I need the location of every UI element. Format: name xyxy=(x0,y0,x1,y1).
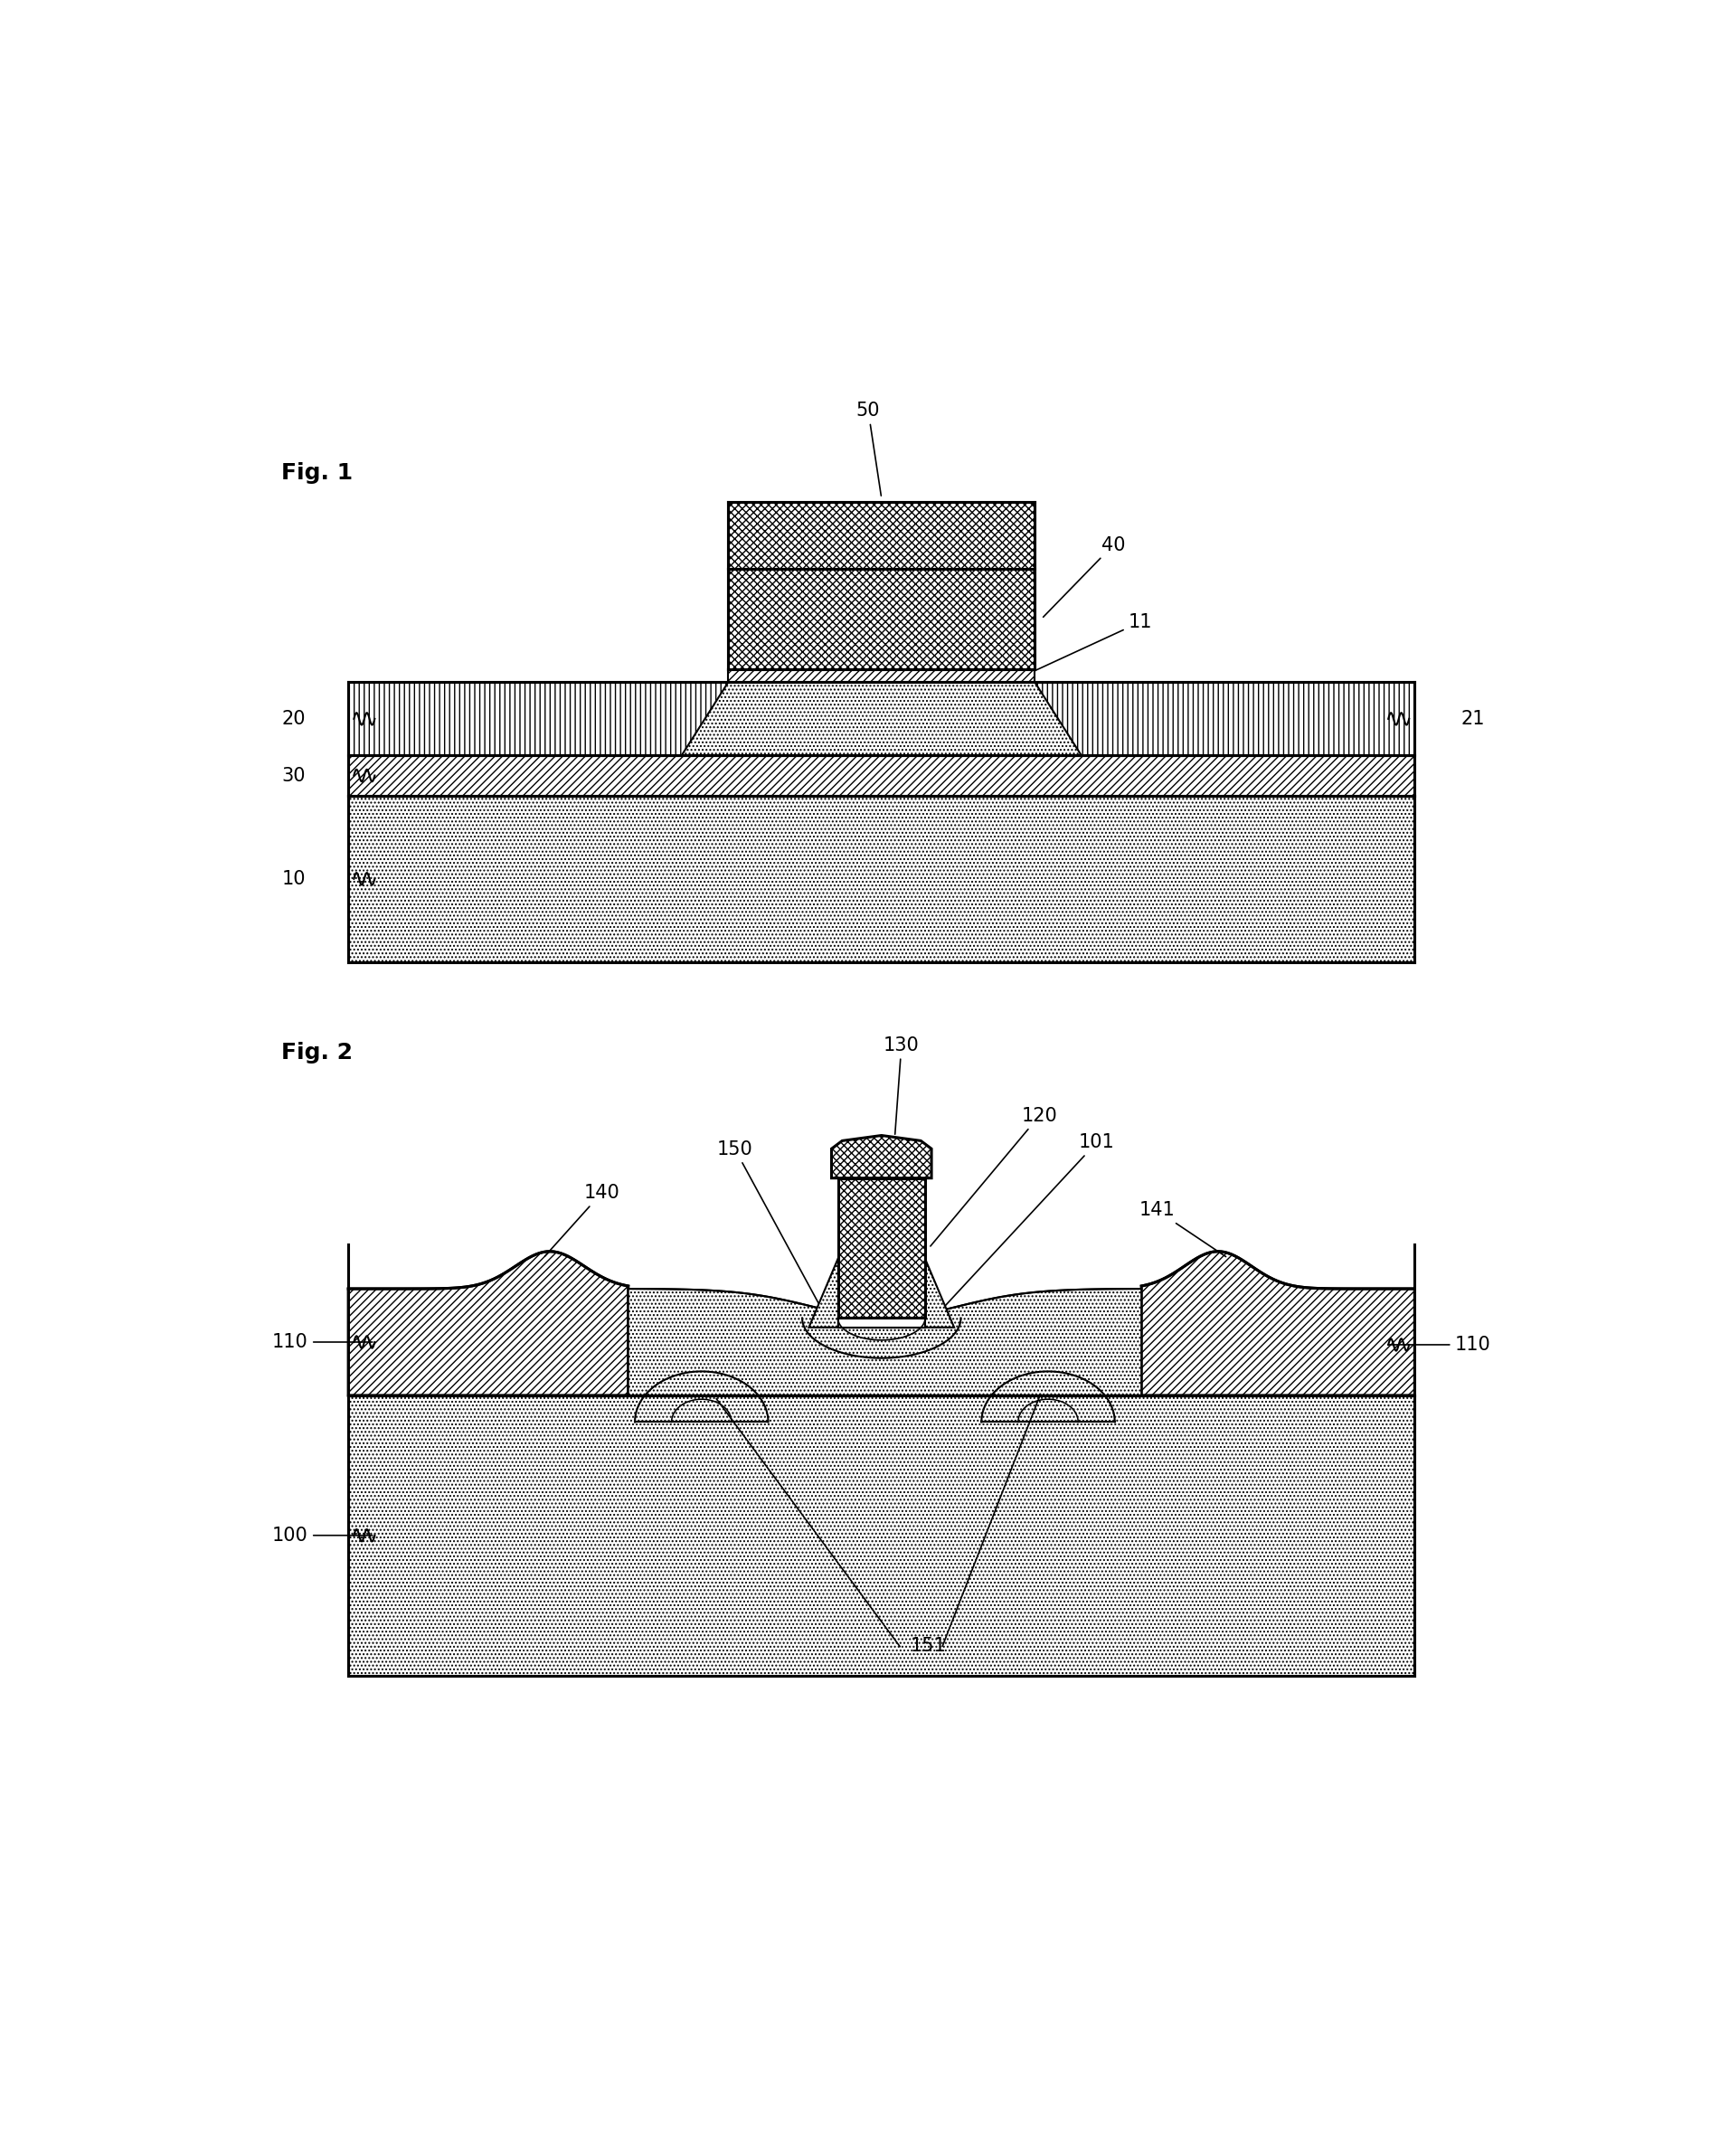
Bar xyxy=(838,1177,925,1317)
Polygon shape xyxy=(1142,1250,1414,1395)
Bar xyxy=(347,796,1414,962)
Bar xyxy=(728,502,1035,569)
Text: 10: 10 xyxy=(282,869,306,888)
Polygon shape xyxy=(831,1136,932,1177)
Text: 101: 101 xyxy=(931,1134,1115,1322)
Bar xyxy=(347,1395,1414,1675)
Polygon shape xyxy=(628,1289,1142,1395)
Bar xyxy=(728,569,1035,668)
Text: 140: 140 xyxy=(545,1184,619,1257)
Text: 50: 50 xyxy=(857,401,881,496)
Text: 110: 110 xyxy=(272,1332,308,1352)
Polygon shape xyxy=(808,1259,838,1328)
Text: Fig. 2: Fig. 2 xyxy=(282,1041,353,1063)
Text: 21: 21 xyxy=(1462,709,1486,729)
Polygon shape xyxy=(681,681,1082,755)
Text: 11: 11 xyxy=(1023,612,1152,675)
Text: 120: 120 xyxy=(931,1106,1058,1246)
Bar xyxy=(347,681,1414,755)
Bar xyxy=(347,755,1414,796)
Text: 151: 151 xyxy=(910,1636,946,1656)
Text: 20: 20 xyxy=(282,709,306,729)
Polygon shape xyxy=(347,1250,628,1395)
Text: 150: 150 xyxy=(717,1141,822,1311)
Text: 130: 130 xyxy=(884,1037,920,1134)
Text: 110: 110 xyxy=(1455,1337,1491,1354)
Text: 100: 100 xyxy=(272,1526,308,1544)
Text: Fig. 1: Fig. 1 xyxy=(282,461,353,483)
Bar xyxy=(728,668,1035,681)
Text: 141: 141 xyxy=(1139,1201,1226,1257)
Polygon shape xyxy=(925,1259,955,1328)
Bar xyxy=(838,1317,925,1328)
Text: 40: 40 xyxy=(1044,537,1125,617)
Text: 30: 30 xyxy=(282,768,306,785)
